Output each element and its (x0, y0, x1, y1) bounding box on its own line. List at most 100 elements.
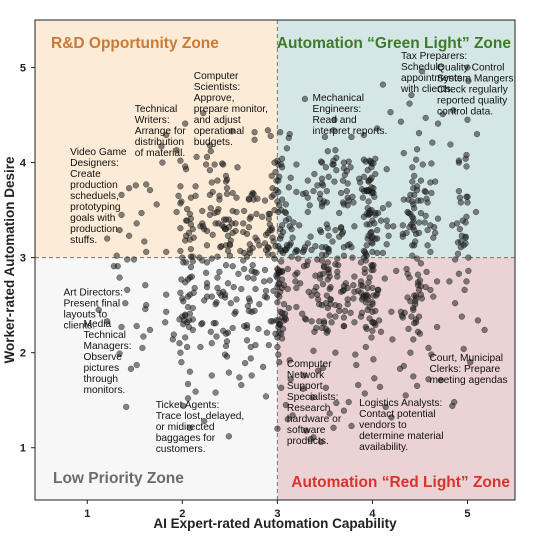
data-point (460, 345, 467, 353)
data-point (250, 190, 257, 198)
data-point (293, 188, 300, 196)
data-point (406, 224, 413, 231)
data-point (310, 187, 317, 195)
data-point (275, 281, 282, 288)
annotation-line: Present final (64, 299, 121, 310)
data-point (163, 248, 170, 256)
data-point (465, 267, 472, 275)
data-point (424, 242, 431, 249)
data-point (400, 149, 407, 157)
data-point (181, 317, 188, 324)
data-point (340, 252, 348, 259)
annotation-label: Media Technical Managers: Observe pictures th… (83, 319, 131, 396)
data-point (309, 394, 316, 401)
annotation-line: scheduels, (70, 191, 119, 202)
data-point (360, 156, 368, 163)
data-point (349, 254, 356, 261)
data-point (351, 319, 358, 326)
data-point (124, 256, 131, 263)
annotation-line: Contact potential (359, 409, 435, 420)
data-point (304, 208, 311, 216)
annotation-line: Art Directors: (64, 288, 123, 299)
data-point (192, 388, 199, 395)
data-point (467, 359, 474, 366)
data-point (383, 217, 390, 224)
data-point (324, 225, 331, 232)
data-point (264, 127, 272, 134)
data-point (186, 424, 194, 431)
data-point (215, 220, 222, 227)
data-point (474, 317, 482, 324)
data-point (213, 299, 220, 306)
data-point (214, 208, 221, 216)
data-point (366, 209, 373, 217)
data-point (225, 224, 233, 231)
annotations: Computer Scientists: Approve, prepare monit… (64, 51, 517, 455)
data-point (455, 270, 463, 277)
data-point (300, 263, 308, 270)
data-point (268, 172, 275, 180)
annotation-label: Technical Writers: Arrange for distribution… (135, 104, 187, 159)
data-point (208, 293, 215, 300)
annotation-line: stuffs. (70, 235, 97, 246)
data-point (262, 287, 270, 295)
data-point (110, 263, 118, 270)
data-point (404, 270, 411, 277)
data-point (273, 186, 280, 194)
data-point (182, 311, 189, 318)
data-point (246, 241, 253, 248)
data-point (294, 269, 301, 276)
data-point (240, 220, 247, 227)
annotation-line: production (70, 224, 118, 235)
data-point (270, 287, 277, 295)
data-point (146, 326, 154, 334)
data-point (224, 329, 232, 336)
data-point (208, 340, 215, 347)
data-point (413, 146, 421, 153)
data-point (419, 161, 426, 168)
annotation-line: baggages for (156, 433, 216, 444)
data-point (417, 209, 425, 217)
data-point (325, 232, 332, 239)
data-point (140, 333, 147, 340)
data-point (143, 248, 150, 256)
data-point (173, 208, 180, 216)
data-point (409, 164, 416, 171)
data-point (332, 261, 339, 268)
data-point (245, 307, 253, 315)
data-point (158, 143, 165, 150)
data-point (277, 129, 284, 136)
annotation-line: Engineers: (313, 104, 362, 115)
data-point (245, 224, 253, 231)
data-point (301, 95, 309, 103)
annotation-line: Support (287, 381, 323, 392)
data-point (278, 222, 286, 229)
data-point (223, 353, 231, 360)
data-point (409, 213, 416, 220)
annotation-line: System Mangers: (437, 73, 516, 84)
data-point (286, 357, 293, 364)
data-point (463, 278, 470, 285)
data-point (188, 273, 195, 280)
data-point (251, 129, 258, 136)
data-point (304, 258, 311, 265)
annotation-line: with clients. (400, 84, 454, 95)
data-point (123, 403, 130, 411)
data-point (279, 325, 287, 333)
data-point (462, 240, 469, 247)
data-point (202, 269, 210, 276)
data-point (403, 229, 410, 237)
annotation-line: Schedule (401, 62, 444, 73)
data-point (376, 383, 384, 391)
data-point (363, 325, 370, 333)
data-point (318, 257, 326, 264)
data-point (182, 120, 189, 127)
data-point (360, 247, 368, 255)
data-point (206, 191, 214, 199)
data-point (214, 284, 221, 292)
data-point (415, 129, 423, 137)
data-point (236, 374, 243, 381)
x-axis-label: AI Expert-rated Automation Capability (153, 516, 397, 531)
data-point (183, 343, 191, 351)
